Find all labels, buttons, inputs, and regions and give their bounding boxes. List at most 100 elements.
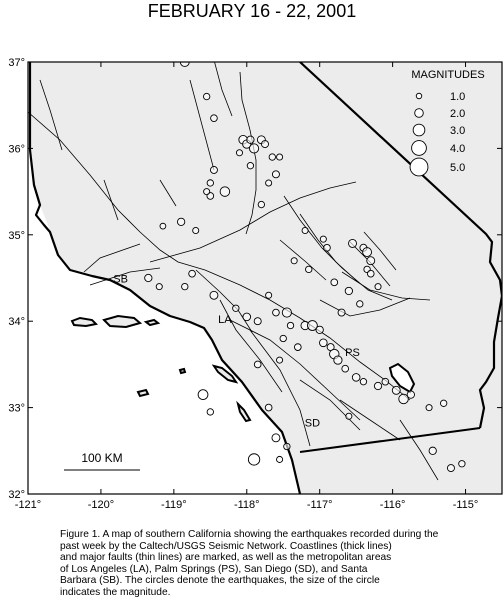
earthquake-marker <box>179 62 190 67</box>
earthquake-marker <box>253 360 262 369</box>
legend-circle <box>415 92 423 100</box>
legend-label: 4.0 <box>450 143 465 155</box>
earthquake-marker <box>246 135 255 144</box>
lon-tick-label: -115° <box>453 499 479 511</box>
city-label: LA <box>218 314 232 326</box>
mexico-border <box>299 427 481 453</box>
legend-label: 5.0 <box>450 162 465 174</box>
earthquake-marker <box>276 153 284 161</box>
earthquake-marker <box>209 290 219 300</box>
earthquake-marker <box>144 273 153 283</box>
earthquake-marker <box>188 269 196 278</box>
earthquake-marker <box>286 321 295 330</box>
earthquake-marker <box>366 269 375 278</box>
legend-label: 3.0 <box>450 125 465 137</box>
city-label: SB <box>113 273 128 285</box>
earthquake-marker <box>264 403 273 412</box>
earthquake-marker <box>271 433 281 443</box>
island-san-nicolas <box>136 388 150 398</box>
earthquake-marker <box>265 179 273 187</box>
earthquake-marker <box>181 282 189 291</box>
earthquake-marker <box>333 355 343 365</box>
earthquake-marker <box>391 385 401 395</box>
earthquake-marker <box>265 291 273 299</box>
earthquake-marker <box>268 153 276 161</box>
legend-circle <box>412 123 426 137</box>
map-frame <box>27 61 503 495</box>
legend-label: 1.0 <box>450 91 465 103</box>
city-labels: SB LA PS SD <box>113 273 360 429</box>
legend-title: MAGNITUDES <box>411 69 484 81</box>
state-border <box>299 62 502 429</box>
earthquake-marker <box>319 235 327 243</box>
earthquake-marker <box>356 300 364 308</box>
earthquake-marker <box>293 343 302 351</box>
earthquake-marker <box>374 283 382 291</box>
earthquake-marker <box>281 307 292 318</box>
earthquake-marker <box>232 304 240 312</box>
earthquake-marker <box>247 453 261 466</box>
earthquake-marker <box>276 356 284 364</box>
earthquake-marker <box>235 149 243 157</box>
earthquake-marker <box>345 412 353 420</box>
earthquake-marker <box>210 114 218 122</box>
lat-tick-label: 37° <box>8 57 25 69</box>
earthquake-marker <box>192 226 200 234</box>
earthquake-marker <box>406 390 415 399</box>
island-santa-cruz <box>102 314 143 329</box>
salton-sea <box>388 362 416 394</box>
figure-caption: Figure 1. A map of southern California s… <box>60 529 439 598</box>
legend-label: 2.0 <box>450 108 465 120</box>
earthquake-marker <box>366 256 376 266</box>
map-title: FEBRUARY 16 - 22, 2001 <box>147 1 357 21</box>
earthquake-marker <box>344 286 353 296</box>
earthquake-marker <box>202 92 211 101</box>
scale-bar-label: 100 KM <box>81 451 122 465</box>
island-santa-barbara <box>178 367 187 375</box>
island-san-clemente <box>236 400 252 423</box>
earthquake-marker <box>272 308 280 317</box>
earthquake-marker <box>307 320 318 331</box>
lon-tick-label: -117° <box>307 499 333 511</box>
earthquake-marker <box>242 312 252 322</box>
earthquake-marker <box>330 278 339 287</box>
earthquake-marker <box>283 442 291 451</box>
earthquake-marker <box>425 404 433 412</box>
lon-tick-label: -116° <box>380 499 406 511</box>
earthquake-marker <box>337 308 346 317</box>
lat-tick-label: 33° <box>8 403 25 415</box>
legend-circle <box>414 108 424 118</box>
earthquake-marker <box>446 464 455 473</box>
island-catalina <box>211 364 239 384</box>
earthquake-marker <box>249 143 260 154</box>
city-label: PS <box>345 347 360 359</box>
earthquake-marker <box>398 393 409 405</box>
lon-tick-label: -118° <box>234 499 260 511</box>
earthquake-marker <box>246 162 255 170</box>
earthquake-marker <box>159 222 167 230</box>
lat-tick-label: 35° <box>8 230 25 242</box>
earthquake-marker <box>219 186 231 197</box>
earthquake-marker <box>257 200 266 209</box>
fault-lines <box>28 62 439 481</box>
earthquake-marker <box>373 381 383 391</box>
land-area <box>30 62 502 494</box>
earthquake-marker <box>301 226 309 234</box>
earthquake-marker <box>439 399 448 407</box>
earthquake-marker <box>279 334 287 343</box>
earthquake-marker <box>271 170 280 179</box>
lon-tick-label: -119° <box>161 499 187 511</box>
legend-circle <box>411 140 427 156</box>
earthquake-marker <box>359 378 368 386</box>
earthquake-marker <box>305 265 313 274</box>
earthquake-marker <box>203 188 211 196</box>
earthquake-marker <box>341 364 350 373</box>
earthquake-marker <box>381 377 390 386</box>
city-label: SD <box>305 418 320 430</box>
longitude-axis: -121° -120° -119° -118° -117° -116° -115° <box>15 62 479 511</box>
earthquake-marker <box>290 257 298 265</box>
lat-tick-label: 34° <box>8 316 25 328</box>
earthquake-marker <box>253 317 262 326</box>
lon-tick-label: -120° <box>88 499 114 511</box>
earthquake-marker <box>261 140 269 149</box>
